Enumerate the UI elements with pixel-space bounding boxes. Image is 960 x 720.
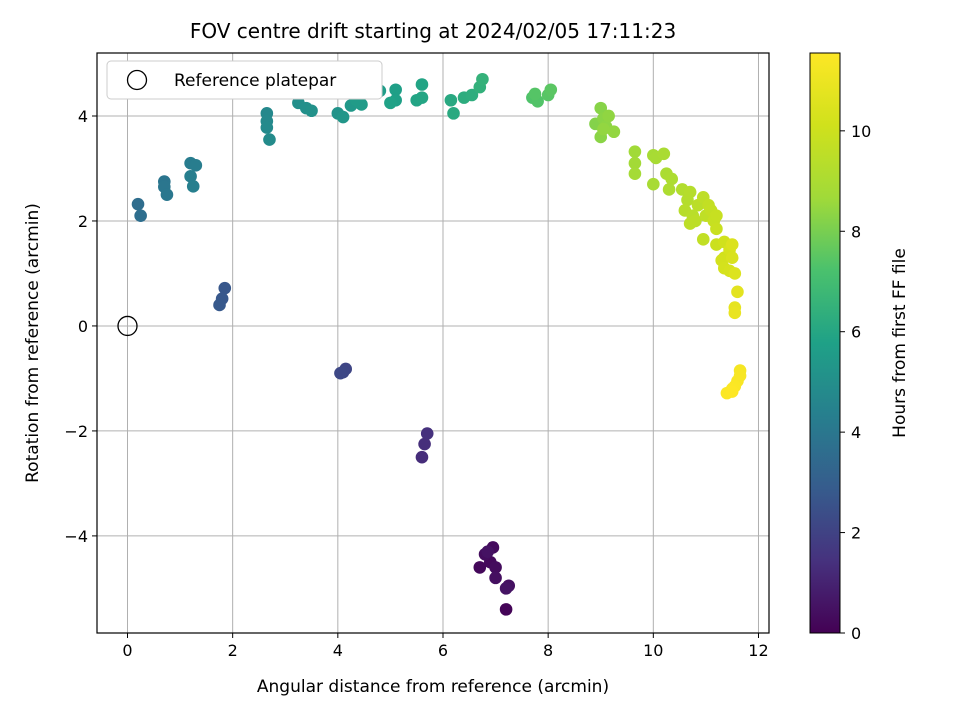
data-point	[444, 93, 458, 107]
data-point	[683, 185, 697, 199]
legend: Reference platepar	[106, 60, 383, 100]
data-point	[476, 72, 489, 86]
data-point	[725, 238, 739, 251]
data-point	[728, 306, 742, 320]
data-point	[213, 298, 226, 312]
data-point	[499, 582, 513, 595]
y-tick-label: −4	[64, 527, 88, 546]
data-point	[473, 561, 487, 574]
data-point	[544, 83, 558, 97]
x-tick-label: 10	[643, 641, 663, 660]
legend-label-reference: Reference platepar	[174, 71, 336, 91]
data-point	[628, 145, 642, 158]
data-point	[415, 91, 429, 104]
data-point	[597, 122, 610, 136]
colorbar	[809, 52, 841, 634]
x-tick-label: 12	[748, 641, 768, 660]
data-point	[465, 88, 479, 102]
data-point	[725, 385, 739, 398]
x-tick-label: 2	[228, 641, 238, 660]
data-point	[334, 366, 347, 380]
data-point	[499, 603, 513, 616]
data-point	[628, 167, 642, 181]
data-point	[725, 251, 739, 265]
data-point	[418, 437, 431, 451]
data-point	[657, 147, 671, 161]
x-axis-label: Angular distance from reference (arcmin)	[257, 677, 609, 697]
data-point	[602, 109, 615, 123]
data-point	[134, 209, 147, 223]
x-axis-ticks: 0 2 4 6 8 10 12	[122, 633, 769, 660]
data-point	[489, 571, 502, 585]
x-tick-label: 8	[543, 641, 553, 660]
data-point	[415, 450, 429, 464]
data-point	[420, 427, 434, 440]
data-point	[481, 545, 494, 558]
colorbar-tick-label: 10	[851, 122, 871, 141]
data-point	[189, 159, 203, 172]
colorbar-tick-label: 4	[851, 423, 861, 442]
data-point	[160, 188, 174, 202]
data-point	[447, 107, 460, 120]
y-tick-label: 4	[78, 107, 88, 126]
data-point	[263, 133, 276, 146]
legend-box	[106, 60, 383, 100]
data-point	[662, 183, 676, 196]
colorbar-tick-label: 0	[851, 624, 861, 643]
data-point	[336, 110, 350, 124]
data-point	[260, 121, 274, 134]
colorbar-tick-label: 8	[851, 222, 861, 241]
data-point	[728, 267, 742, 280]
plot-frame	[96, 52, 770, 634]
legend-marker-reference	[126, 69, 148, 91]
colorbar-ticks: 0 2 4 6 8 10	[840, 122, 871, 643]
y-axis-label: Rotation from reference (arcmin)	[23, 203, 43, 483]
y-axis-ticks: −4 −2 0 2 4	[64, 107, 97, 546]
data-point	[710, 222, 723, 236]
scatter-points	[131, 72, 747, 616]
data-point	[696, 233, 710, 246]
x-tick-label: 0	[122, 641, 132, 660]
data-point	[594, 101, 608, 115]
colorbar-tick-label: 2	[851, 524, 861, 543]
data-point	[184, 170, 197, 183]
data-point	[710, 209, 723, 223]
colorbar-label: Hours from first FF file	[890, 248, 910, 438]
data-point	[489, 561, 502, 574]
chart-title: FOV centre drift starting at 2024/02/05 …	[190, 19, 676, 43]
data-point	[305, 104, 318, 118]
plot-area	[97, 53, 769, 633]
data-point	[384, 96, 397, 110]
data-point	[731, 285, 744, 299]
data-point	[628, 156, 642, 170]
x-tick-label: 6	[438, 641, 448, 660]
data-point	[665, 172, 679, 186]
y-tick-label: 0	[78, 317, 88, 336]
colorbar-tick-label: 6	[851, 323, 861, 342]
data-point	[647, 177, 660, 191]
data-point	[689, 214, 702, 228]
reference-marker	[117, 315, 138, 337]
x-tick-label: 4	[333, 641, 343, 660]
reference-marker-group	[117, 315, 138, 337]
y-tick-label: 2	[78, 212, 88, 231]
data-point	[415, 78, 429, 91]
data-point	[218, 281, 232, 295]
data-point	[186, 180, 200, 193]
data-point	[131, 197, 145, 211]
y-tick-label: −2	[64, 422, 88, 441]
data-point	[528, 87, 542, 101]
data-point	[607, 125, 621, 139]
data-point	[389, 83, 402, 97]
